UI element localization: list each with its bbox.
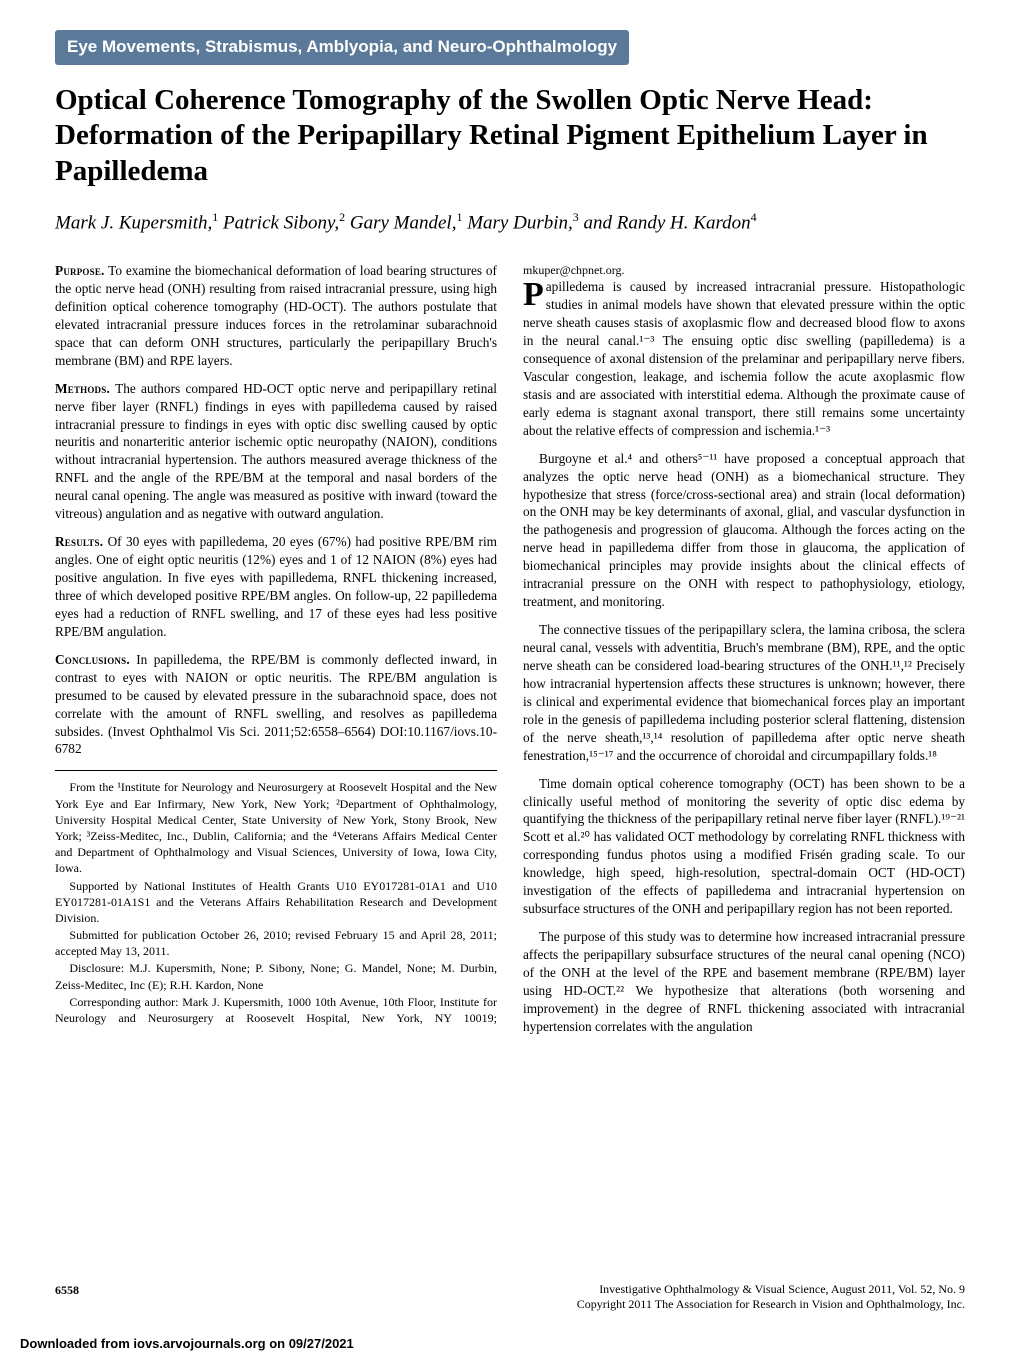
journal-line-2: Copyright 2011 The Association for Resea… bbox=[577, 1297, 965, 1313]
affiliation-divider bbox=[55, 770, 497, 771]
conclusions-heading: Conclusions. bbox=[55, 652, 130, 667]
body-p1-text: apilledema is caused by increased intrac… bbox=[523, 279, 965, 438]
journal-info: Investigative Ophthalmology & Visual Sci… bbox=[577, 1282, 965, 1313]
methods-text: The authors compared HD-OCT optic nerve … bbox=[55, 381, 497, 522]
abstract-conclusions: Conclusions. In papilledema, the RPE/BM … bbox=[55, 651, 497, 759]
results-heading: Results. bbox=[55, 534, 103, 549]
affiliation-support: Supported by National Institutes of Heal… bbox=[55, 878, 497, 927]
journal-line-1: Investigative Ophthalmology & Visual Sci… bbox=[577, 1282, 965, 1298]
results-text: Of 30 eyes with papilledema, 20 eyes (67… bbox=[55, 534, 497, 639]
page-footer: 6558 Investigative Ophthalmology & Visua… bbox=[55, 1282, 965, 1313]
affiliation-submitted: Submitted for publication October 26, 20… bbox=[55, 927, 497, 959]
abstract-results: Results. Of 30 eyes with papilledema, 20… bbox=[55, 533, 497, 641]
abstract-methods: Methods. The authors compared HD-OCT opt… bbox=[55, 380, 497, 524]
purpose-text: To examine the biomechanical deformation… bbox=[55, 263, 497, 368]
author-list: Mark J. Kupersmith,1 Patrick Sibony,2 Ga… bbox=[55, 209, 965, 236]
abstract-purpose: Purpose. To examine the biomechanical de… bbox=[55, 262, 497, 370]
dropcap-letter: P bbox=[523, 278, 546, 311]
page-number: 6558 bbox=[55, 1282, 79, 1313]
body-paragraph-2: Burgoyne et al.⁴ and others⁵⁻¹¹ have pro… bbox=[523, 450, 965, 611]
download-watermark: Downloaded from iovs.arvojournals.org on… bbox=[20, 1335, 354, 1353]
conclusions-text: In papilledema, the RPE/BM is commonly d… bbox=[55, 652, 497, 757]
body-paragraph-3: The connective tissues of the peripapill… bbox=[523, 621, 965, 765]
purpose-heading: Purpose. bbox=[55, 263, 105, 278]
methods-heading: Methods. bbox=[55, 381, 110, 396]
body-paragraph-5: The purpose of this study was to determi… bbox=[523, 928, 965, 1036]
affiliation-disclosure: Disclosure: M.J. Kupersmith, None; P. Si… bbox=[55, 960, 497, 992]
article-title: Optical Coherence Tomography of the Swol… bbox=[55, 83, 965, 189]
affiliation-from: From the ¹Institute for Neurology and Ne… bbox=[55, 779, 497, 876]
section-banner: Eye Movements, Strabismus, Amblyopia, an… bbox=[55, 30, 629, 65]
body-paragraph-1: Papilledema is caused by increased intra… bbox=[523, 278, 965, 439]
two-column-body: Purpose. To examine the biomechanical de… bbox=[55, 262, 965, 1036]
body-paragraph-4: Time domain optical coherence tomography… bbox=[523, 775, 965, 919]
